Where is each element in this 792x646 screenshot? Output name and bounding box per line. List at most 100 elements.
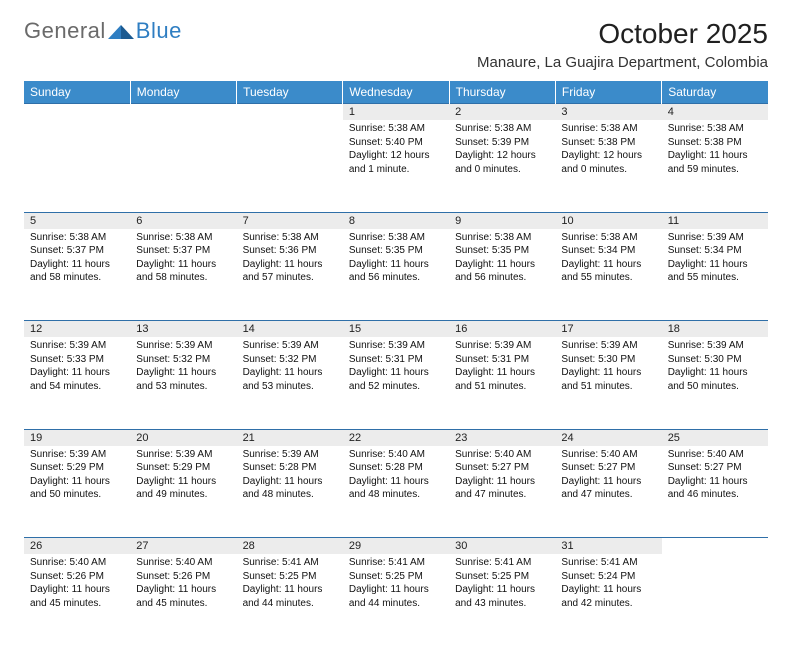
daynum-cell: 25 — [662, 429, 768, 446]
day-number: 8 — [343, 213, 449, 229]
daynum-cell: 28 — [237, 538, 343, 555]
day-number: 24 — [555, 430, 661, 446]
day-content: Sunrise: 5:40 AMSunset: 5:26 PMDaylight:… — [130, 554, 236, 614]
daynum-cell: 12 — [24, 321, 130, 338]
day-number: 1 — [343, 104, 449, 120]
day-content: Sunrise: 5:39 AMSunset: 5:31 PMDaylight:… — [449, 337, 555, 397]
day-cell: Sunrise: 5:39 AMSunset: 5:28 PMDaylight:… — [237, 446, 343, 538]
logo-mark-icon — [108, 21, 134, 41]
daynum-cell — [130, 104, 236, 121]
day-cell — [130, 120, 236, 212]
day-number: 7 — [237, 213, 343, 229]
daynum-cell: 30 — [449, 538, 555, 555]
day-content: Sunrise: 5:40 AMSunset: 5:27 PMDaylight:… — [662, 446, 768, 506]
day-number: 27 — [130, 538, 236, 554]
brand-part1: General — [24, 18, 106, 44]
daynum-row: 1234 — [24, 104, 768, 121]
day-content: Sunrise: 5:41 AMSunset: 5:25 PMDaylight:… — [449, 554, 555, 614]
daynum-cell — [237, 104, 343, 121]
day-cell: Sunrise: 5:40 AMSunset: 5:28 PMDaylight:… — [343, 446, 449, 538]
day-number: 31 — [555, 538, 661, 554]
day-number: 17 — [555, 321, 661, 337]
day-content: Sunrise: 5:39 AMSunset: 5:30 PMDaylight:… — [662, 337, 768, 397]
daynum-row: 12131415161718 — [24, 321, 768, 338]
daynum-cell — [662, 538, 768, 555]
day-content: Sunrise: 5:40 AMSunset: 5:27 PMDaylight:… — [555, 446, 661, 506]
daynum-cell: 24 — [555, 429, 661, 446]
title-block: October 2025 Manaure, La Guajira Departm… — [477, 18, 768, 71]
day-header: Thursday — [449, 81, 555, 104]
daynum-row: 262728293031 — [24, 538, 768, 555]
day-number: 20 — [130, 430, 236, 446]
daynum-cell: 13 — [130, 321, 236, 338]
day-cell: Sunrise: 5:38 AMSunset: 5:34 PMDaylight:… — [555, 229, 661, 321]
day-content: Sunrise: 5:38 AMSunset: 5:34 PMDaylight:… — [555, 229, 661, 289]
daynum-cell — [24, 104, 130, 121]
day-cell: Sunrise: 5:40 AMSunset: 5:27 PMDaylight:… — [555, 446, 661, 538]
day-content: Sunrise: 5:39 AMSunset: 5:29 PMDaylight:… — [130, 446, 236, 506]
day-cell: Sunrise: 5:40 AMSunset: 5:27 PMDaylight:… — [662, 446, 768, 538]
daynum-row: 19202122232425 — [24, 429, 768, 446]
day-cell: Sunrise: 5:39 AMSunset: 5:30 PMDaylight:… — [662, 337, 768, 429]
day-number: 16 — [449, 321, 555, 337]
day-content: Sunrise: 5:41 AMSunset: 5:24 PMDaylight:… — [555, 554, 661, 614]
daynum-cell: 6 — [130, 212, 236, 229]
day-cell: Sunrise: 5:39 AMSunset: 5:29 PMDaylight:… — [130, 446, 236, 538]
week-row: Sunrise: 5:39 AMSunset: 5:33 PMDaylight:… — [24, 337, 768, 429]
day-number: 25 — [662, 430, 768, 446]
day-content: Sunrise: 5:41 AMSunset: 5:25 PMDaylight:… — [237, 554, 343, 614]
day-number: 30 — [449, 538, 555, 554]
day-content: Sunrise: 5:38 AMSunset: 5:38 PMDaylight:… — [662, 120, 768, 180]
day-number: 29 — [343, 538, 449, 554]
day-cell: Sunrise: 5:40 AMSunset: 5:27 PMDaylight:… — [449, 446, 555, 538]
daynum-cell: 29 — [343, 538, 449, 555]
location-text: Manaure, La Guajira Department, Colombia — [477, 54, 768, 71]
daynum-cell: 27 — [130, 538, 236, 555]
day-number: 4 — [662, 104, 768, 120]
day-content: Sunrise: 5:38 AMSunset: 5:39 PMDaylight:… — [449, 120, 555, 180]
day-cell: Sunrise: 5:41 AMSunset: 5:25 PMDaylight:… — [449, 554, 555, 646]
day-content: Sunrise: 5:38 AMSunset: 5:37 PMDaylight:… — [24, 229, 130, 289]
day-number: 2 — [449, 104, 555, 120]
day-cell: Sunrise: 5:39 AMSunset: 5:29 PMDaylight:… — [24, 446, 130, 538]
day-number: 19 — [24, 430, 130, 446]
day-cell: Sunrise: 5:38 AMSunset: 5:38 PMDaylight:… — [555, 120, 661, 212]
day-number: 10 — [555, 213, 661, 229]
day-content: Sunrise: 5:39 AMSunset: 5:34 PMDaylight:… — [662, 229, 768, 289]
day-number: 11 — [662, 213, 768, 229]
header: General Blue October 2025 Manaure, La Gu… — [24, 18, 768, 71]
brand-logo: General Blue — [24, 18, 182, 44]
day-header: Monday — [130, 81, 236, 104]
daynum-cell: 10 — [555, 212, 661, 229]
day-content: Sunrise: 5:40 AMSunset: 5:26 PMDaylight:… — [24, 554, 130, 614]
day-content: Sunrise: 5:41 AMSunset: 5:25 PMDaylight:… — [343, 554, 449, 614]
day-cell: Sunrise: 5:39 AMSunset: 5:32 PMDaylight:… — [130, 337, 236, 429]
day-number: 3 — [555, 104, 661, 120]
day-content: Sunrise: 5:39 AMSunset: 5:32 PMDaylight:… — [130, 337, 236, 397]
daynum-cell: 31 — [555, 538, 661, 555]
day-cell: Sunrise: 5:38 AMSunset: 5:37 PMDaylight:… — [130, 229, 236, 321]
day-number: 13 — [130, 321, 236, 337]
daynum-cell: 21 — [237, 429, 343, 446]
brand-part2: Blue — [136, 18, 182, 44]
day-cell — [24, 120, 130, 212]
day-number: 22 — [343, 430, 449, 446]
daynum-cell: 1 — [343, 104, 449, 121]
day-cell: Sunrise: 5:41 AMSunset: 5:25 PMDaylight:… — [237, 554, 343, 646]
daynum-cell: 23 — [449, 429, 555, 446]
day-number: 9 — [449, 213, 555, 229]
day-number: 21 — [237, 430, 343, 446]
daynum-cell: 2 — [449, 104, 555, 121]
day-content: Sunrise: 5:39 AMSunset: 5:30 PMDaylight:… — [555, 337, 661, 397]
day-number: 28 — [237, 538, 343, 554]
daynum-cell: 11 — [662, 212, 768, 229]
week-row: Sunrise: 5:38 AMSunset: 5:37 PMDaylight:… — [24, 229, 768, 321]
daynum-cell: 5 — [24, 212, 130, 229]
daynum-cell: 8 — [343, 212, 449, 229]
day-cell: Sunrise: 5:39 AMSunset: 5:30 PMDaylight:… — [555, 337, 661, 429]
day-number: 14 — [237, 321, 343, 337]
daynum-cell: 14 — [237, 321, 343, 338]
day-cell: Sunrise: 5:38 AMSunset: 5:40 PMDaylight:… — [343, 120, 449, 212]
day-content: Sunrise: 5:39 AMSunset: 5:28 PMDaylight:… — [237, 446, 343, 506]
day-cell: Sunrise: 5:38 AMSunset: 5:38 PMDaylight:… — [662, 120, 768, 212]
